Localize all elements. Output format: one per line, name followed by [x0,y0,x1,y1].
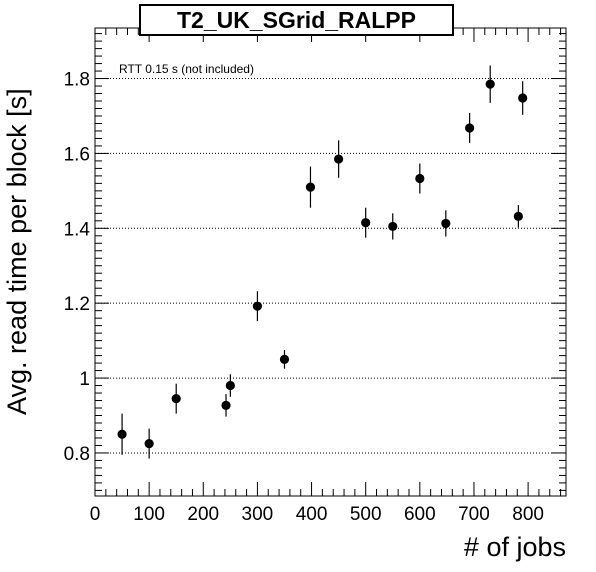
x-tick-label: 600 [404,504,436,525]
y-tick-label: 1.2 [64,294,90,315]
data-point [334,154,344,164]
data-point [279,354,290,364]
data-point [117,429,127,439]
chart-title-text: T2_UK_SGrid_RALPP [176,6,416,33]
axis-ticks [94,28,566,496]
x-tick-label: 200 [187,504,219,525]
data-point [361,218,371,228]
plot-frame [94,27,567,497]
y-tick-label: 1.6 [64,144,90,165]
annotation-rtt: RTT 0.15 s (not included) [119,62,254,76]
y-tick-label: 1 [79,369,90,390]
grid-lines [95,78,566,454]
x-tick-label: 300 [242,504,274,525]
x-tick-label: 100 [133,504,165,525]
x-tick-label: 0 [90,504,101,525]
data-point [388,221,398,232]
data-point [513,211,523,221]
y-tick-label: 1.8 [64,70,90,91]
x-axis-label: # of jobs [464,532,566,562]
x-tick-label: 800 [512,504,544,525]
data-point [225,380,235,391]
y-tick-label: 0.8 [64,444,90,465]
tick-labels: 0.8 1 1.2 1.4 1.6 1.8 0 100 200 300 400 500 600 700 80… [64,70,544,525]
data-points [117,65,528,459]
y-tick-label: 1.4 [64,219,91,240]
x-tick-label: 500 [350,504,382,525]
data-point [252,301,263,311]
data-point [518,93,528,103]
data-point [221,400,231,410]
x-tick-label: 400 [296,504,328,525]
y-axis-label: Avg. read time per block [s] [2,88,32,415]
data-point [305,182,316,192]
x-tick-label: 700 [458,504,490,525]
data-point [415,173,425,184]
data-point [485,79,495,89]
data-point [171,394,181,404]
chart-title: T2_UK_SGrid_RALPP [139,4,454,36]
data-point [144,438,154,449]
data-point [441,218,451,229]
data-point [465,123,475,133]
